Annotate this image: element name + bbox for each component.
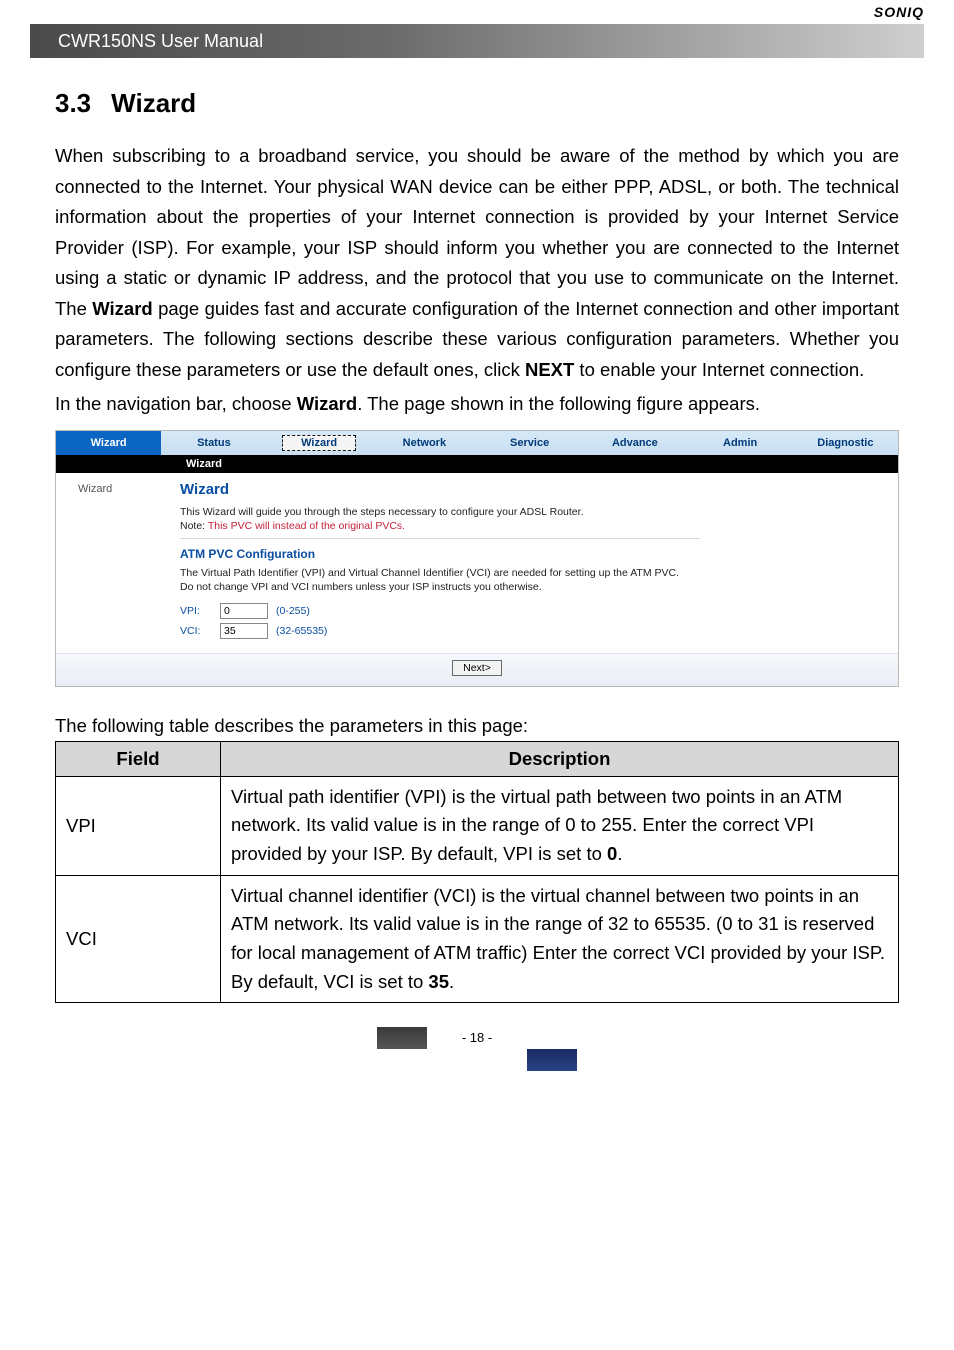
footer-left-box [377,1027,427,1049]
next-button[interactable]: Next> [452,660,502,676]
topnav-item-network[interactable]: Network [372,437,477,449]
wizard-screenshot: Wizard Status Wizard Network Service Adv… [55,430,899,687]
para1-bold-wizard: Wizard [92,298,152,319]
vci-label: VCI: [180,625,212,637]
wizard-note: Note: This PVC will instead of the origi… [180,520,884,532]
section-paragraph-2: In the navigation bar, choose Wizard. Th… [55,389,899,420]
section-title: Wizard [111,88,196,118]
vpi-desc-bold: 0 [607,843,617,864]
wizard-intro-line: This Wizard will guide you through the s… [180,506,884,518]
table-row: VPI Virtual path identifier (VPI) is the… [56,776,899,875]
topnav-item-admin[interactable]: Admin [688,437,793,449]
vpi-desc-b: . [617,843,622,864]
para1-part-c: to enable your Internet connection. [574,359,864,380]
params-table: Field Description VPI Virtual path ident… [55,741,899,1004]
para1-bold-next: NEXT [525,359,574,380]
section-heading: 3.3 Wizard [55,88,899,119]
wizard-vci-row: VCI: (32-65535) [180,623,884,639]
footer-right-box [527,1049,577,1071]
th-field: Field [56,741,221,776]
vci-range: (32-65535) [276,625,327,637]
wizard-vpi-row: VPI: (0-255) [180,603,884,619]
wizard-sidebar: Wizard [56,473,166,653]
brand-logo: SONIQ [874,4,924,20]
vpi-input[interactable] [220,603,268,619]
table-row: VCI Virtual channel identifier (VCI) is … [56,875,899,1003]
table-intro: The following table describes the parame… [55,715,899,737]
para2-part-b: . The page shown in the following figure… [357,393,760,414]
vci-input[interactable] [220,623,268,639]
topnav-item-wizard-selected[interactable]: Wizard [267,435,372,451]
para2-part-a: In the navigation bar, choose [55,393,297,414]
vci-desc-a: Virtual channel identifier (VCI) is the … [231,885,885,992]
topnav-item-wizard-active[interactable]: Wizard [56,431,161,455]
vpi-range: (0-255) [276,605,310,617]
para2-bold-wizard: Wizard [297,393,357,414]
wizard-note-prefix: Note: [180,520,208,532]
wizard-desc-1: The Virtual Path Identifier (VPI) and Vi… [180,567,884,579]
vpi-label: VPI: [180,605,212,617]
topnav-item-status[interactable]: Status [161,437,266,449]
vci-desc-bold: 35 [428,971,449,992]
wizard-heading: Wizard [180,481,884,498]
page-footer: - 18 - [0,1027,954,1053]
section-paragraph-1: When subscribing to a broadband service,… [55,141,899,385]
wizard-subheading: ATM PVC Configuration [180,547,884,561]
cell-desc-vci: Virtual channel identifier (VCI) is the … [221,875,899,1003]
topnav-item-diagnostic[interactable]: Diagnostic [793,437,898,449]
wizard-subbar: Wizard [56,455,898,473]
topnav-item-advance[interactable]: Advance [582,437,687,449]
section-number: 3.3 [55,88,91,118]
para1-part-a: When subscribing to a broadband service,… [55,145,899,319]
wizard-main-panel: Wizard This Wizard will guide you throug… [166,473,898,653]
wizard-desc-2: Do not change VPI and VCI numbers unless… [180,581,884,593]
wizard-note-body: This PVC will instead of the original PV… [208,520,405,532]
manual-title-stripe: CWR150NS User Manual [30,24,924,58]
cell-field-vci: VCI [56,875,221,1003]
wizard-topnav: Wizard Status Wizard Network Service Adv… [56,431,898,455]
topnav-selected-box: Wizard [282,435,356,451]
cell-field-vpi: VPI [56,776,221,875]
vpi-desc-a: Virtual path identifier (VPI) is the vir… [231,786,842,864]
vci-desc-b: . [449,971,454,992]
wizard-divider [180,538,700,539]
cell-desc-vpi: Virtual path identifier (VPI) is the vir… [221,776,899,875]
sidebar-item-wizard[interactable]: Wizard [78,483,112,495]
page-number: - 18 - [462,1027,492,1049]
wizard-next-row: Next> [56,653,898,686]
th-description: Description [221,741,899,776]
topnav-item-service[interactable]: Service [477,437,582,449]
